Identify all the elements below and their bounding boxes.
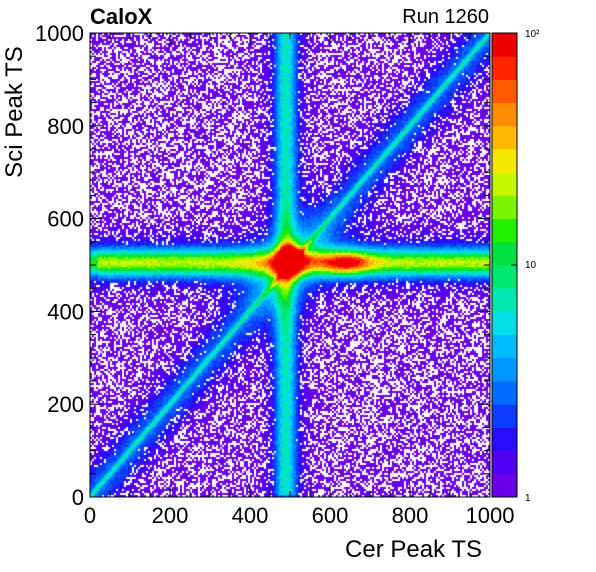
colorbar-swatch <box>492 381 517 405</box>
colorbar-swatch <box>492 311 517 336</box>
x-tick-label: 200 <box>152 503 189 528</box>
colorbar-swatch <box>492 149 517 173</box>
colorbar-swatch <box>492 241 517 266</box>
colorbar-swatch <box>492 79 517 104</box>
y-tick-label: 800 <box>47 114 84 139</box>
colorbar-swatch <box>492 265 517 289</box>
x-tick-label: 800 <box>392 503 429 528</box>
header-left-label: CaloX <box>90 4 153 29</box>
colorbar-swatch <box>492 56 517 80</box>
y-tick-label: 200 <box>47 392 84 417</box>
colorbar-swatch <box>492 334 517 359</box>
colorbar-swatch <box>492 357 517 382</box>
colorbar-swatch <box>492 288 517 312</box>
y-axis-label: Sci Peak TS <box>1 46 28 178</box>
plot-area <box>90 33 490 497</box>
y-tick-label: 400 <box>47 299 84 324</box>
colorbar-swatch <box>492 33 517 57</box>
colorbar-swatch <box>492 473 517 498</box>
colorbar-swatch <box>492 218 517 243</box>
heatmap-cells <box>90 33 490 497</box>
x-tick-label: 600 <box>312 503 349 528</box>
colorbar-swatch <box>492 404 517 428</box>
header-run-label: Run 1260 <box>402 6 489 28</box>
x-tick-label: 0 <box>84 503 96 528</box>
colorbar-swatch <box>492 427 517 452</box>
colorbar: 1 10 10² <box>491 29 540 504</box>
y-tick-label: 600 <box>47 207 84 232</box>
colorbar-swatch <box>492 172 517 196</box>
x-tick-label: 1000 <box>466 503 515 528</box>
colorbar-swatch <box>492 195 517 220</box>
axes: 0 200 400 600 800 1000 0 200 400 600 800 1000 <box>35 21 514 528</box>
x-tick-label: 400 <box>232 503 269 528</box>
colorbar-tick-label: 10² <box>525 29 540 40</box>
y-tick-label: 1000 <box>35 21 84 46</box>
colorbar-swatch <box>492 102 517 127</box>
colorbar-swatch <box>492 450 517 475</box>
colorbar-tick-label: 1 <box>525 493 531 504</box>
colorbar-tick-label: 10 <box>525 260 537 271</box>
x-axis-label: Cer Peak TS <box>345 536 482 563</box>
y-tick-label: 0 <box>72 485 84 510</box>
y-axis-label-wrap: Sci Peak TS <box>0 0 30 266</box>
colorbar-swatch <box>492 125 517 150</box>
